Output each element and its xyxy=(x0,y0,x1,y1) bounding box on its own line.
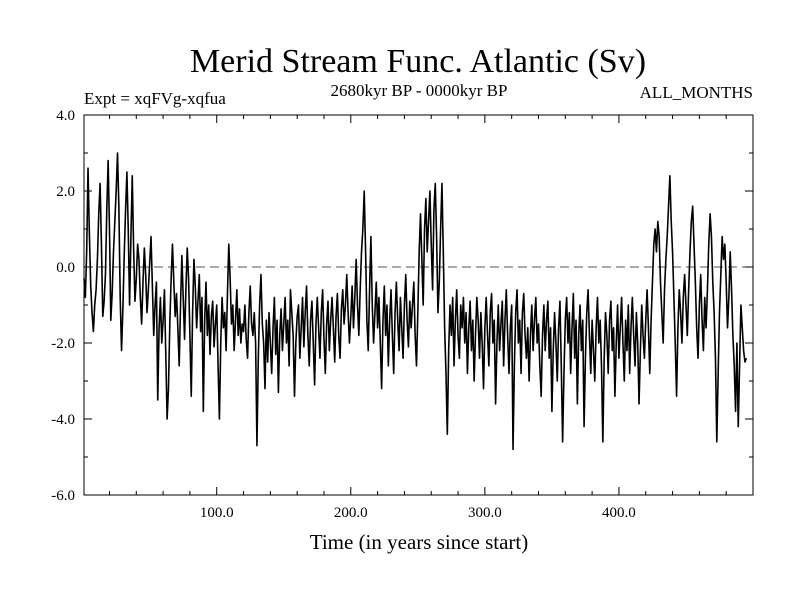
y-axis: -6.0 -4.0 -2.0 0.0 2.0 4.0 xyxy=(51,108,753,504)
chart-title: Merid Stream Func. Atlantic (Sv) xyxy=(190,43,646,80)
x-tick-label: 400.0 xyxy=(602,505,636,521)
y-tick-label: -6.0 xyxy=(51,488,75,504)
y-tick-label: 4.0 xyxy=(56,108,75,124)
y-tick-label: -4.0 xyxy=(51,412,75,428)
x-axis-label: Time (in years since start) xyxy=(310,530,529,554)
y-tick-label: 0.0 xyxy=(56,260,75,276)
period-label: 2680kyr BP - 0000kyr BP xyxy=(331,81,508,100)
y-tick-label: 2.0 xyxy=(56,184,75,200)
plot-area xyxy=(83,114,754,496)
x-tick-label: 200.0 xyxy=(334,505,368,521)
months-label: ALL_MONTHS xyxy=(640,83,753,102)
x-tick-label: 300.0 xyxy=(468,505,502,521)
experiment-label: Expt = xqFVg-xqfua xyxy=(84,89,226,108)
y-tick-label: -2.0 xyxy=(51,336,75,352)
x-axis: 100.0 200.0 300.0 400.0 xyxy=(108,115,727,521)
x-tick-label: 100.0 xyxy=(200,505,234,521)
series-line xyxy=(83,152,748,451)
